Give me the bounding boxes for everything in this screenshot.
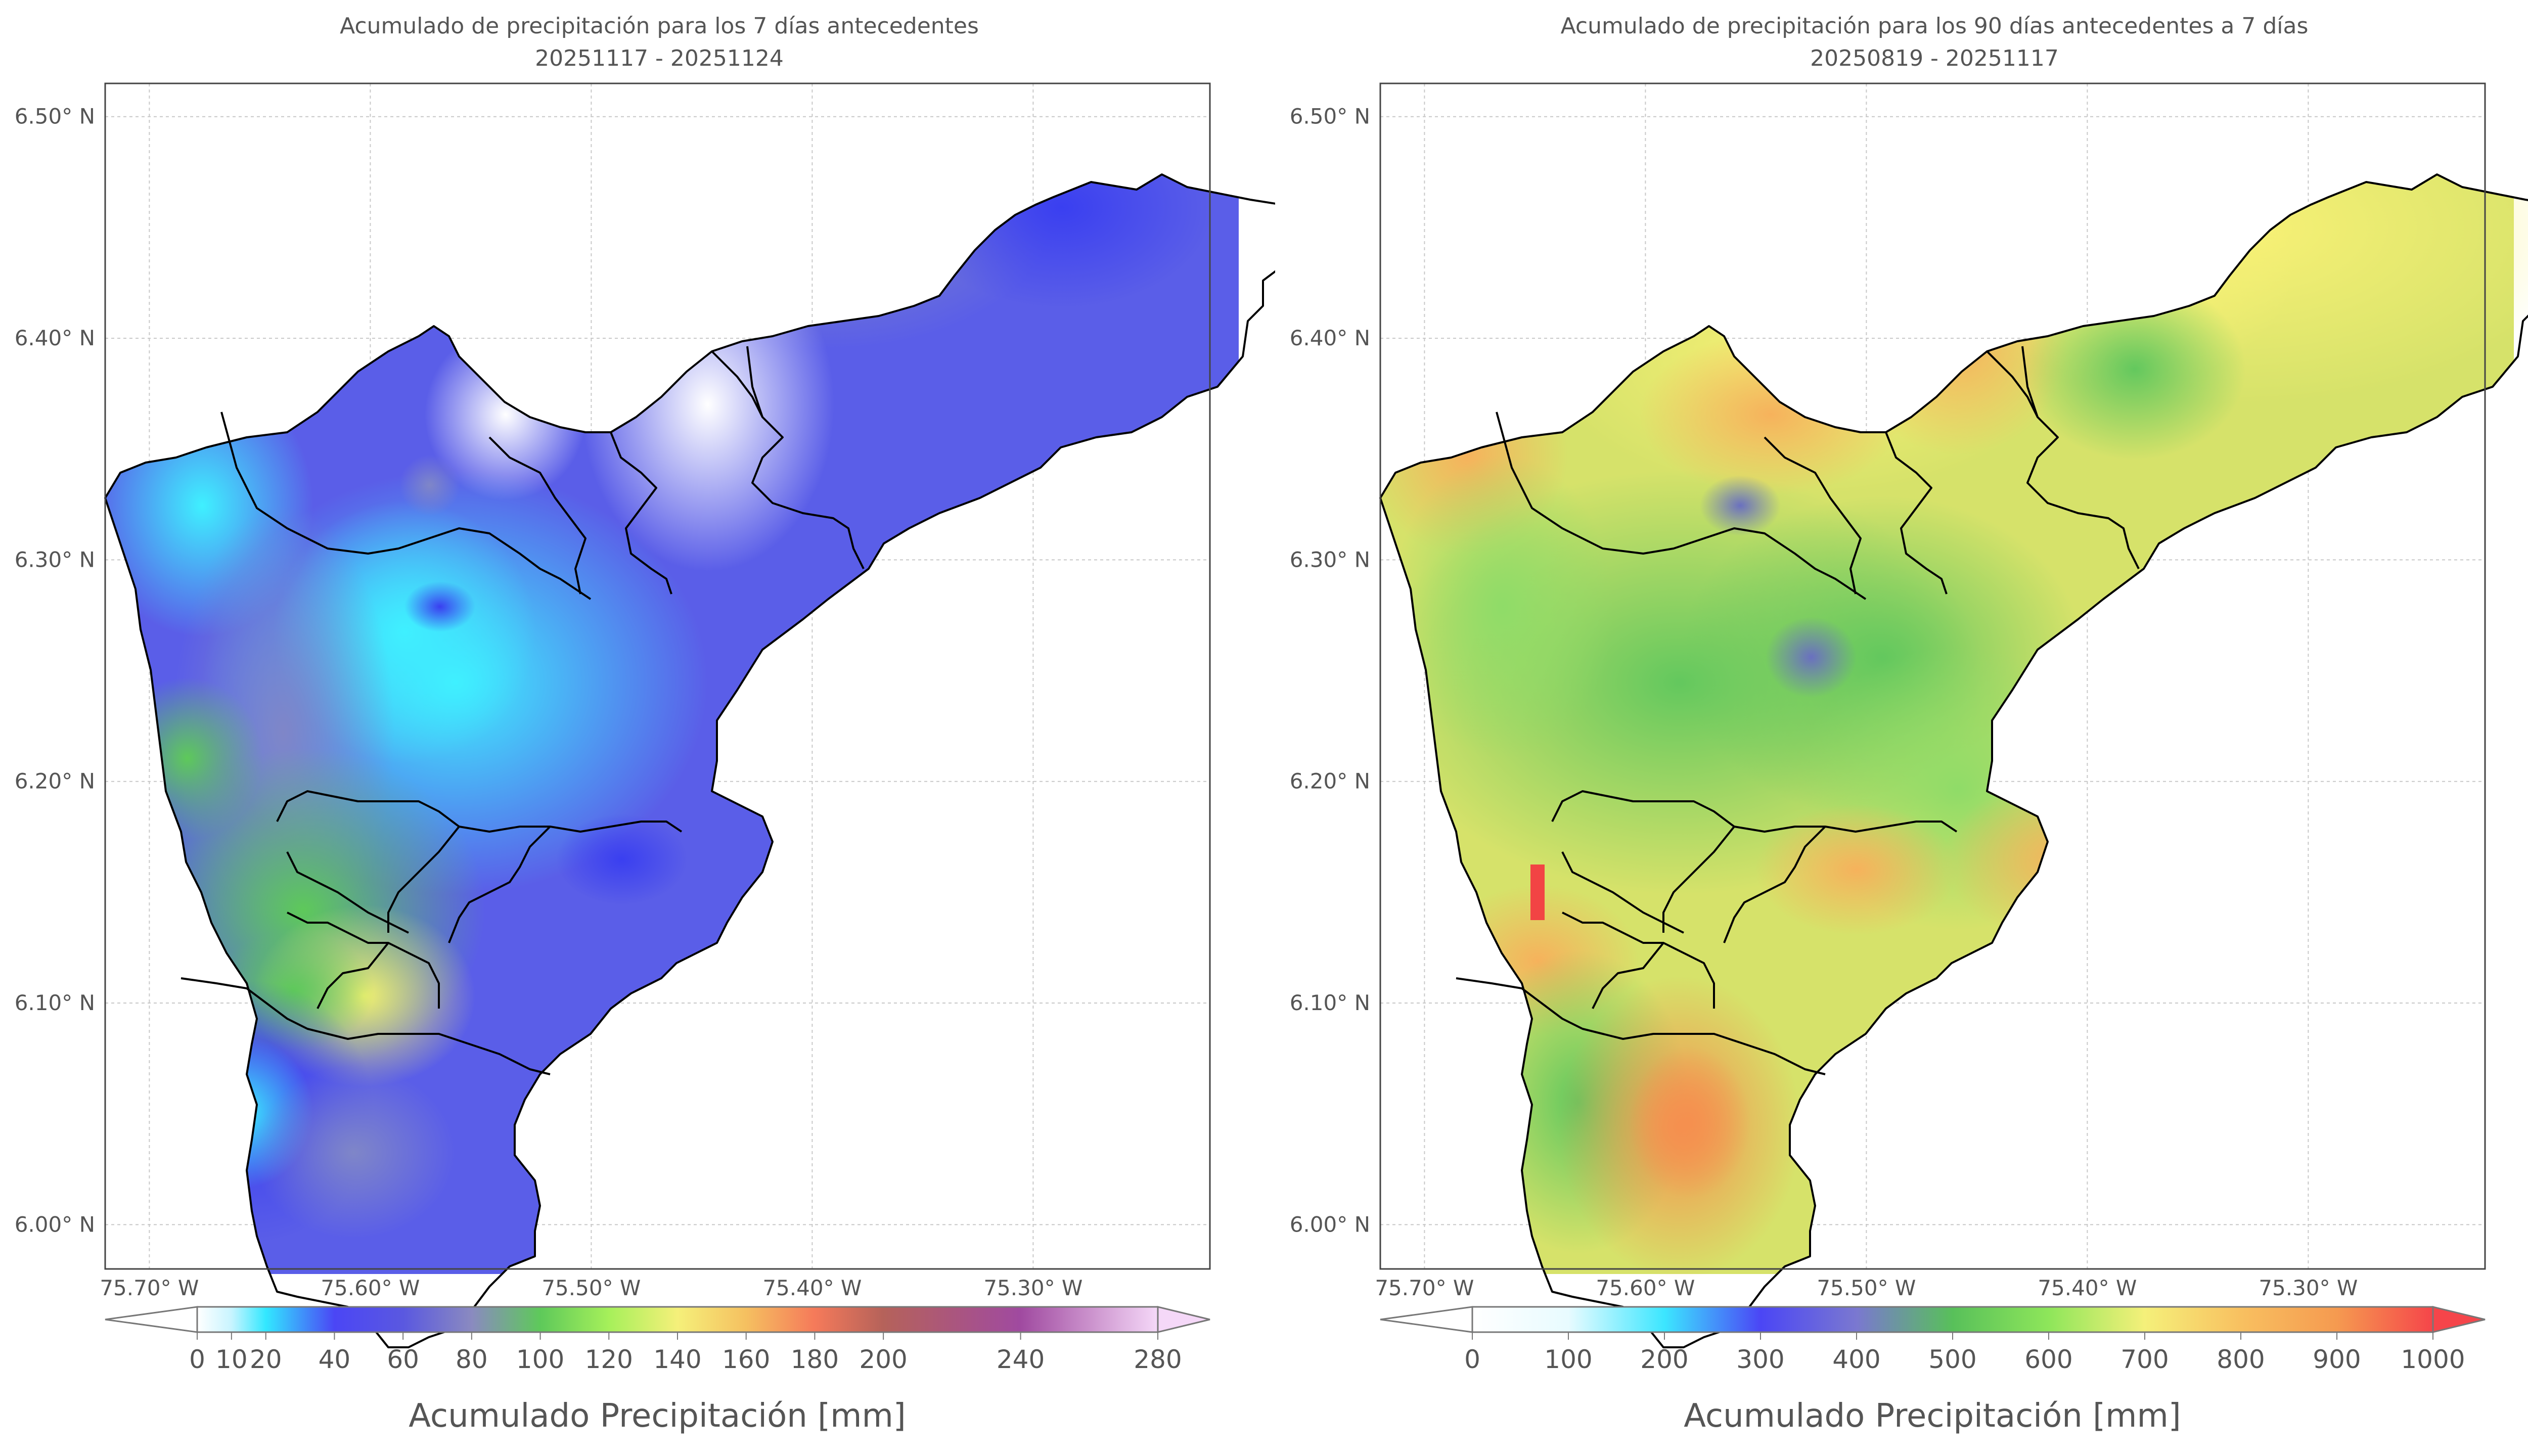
colorbar-tick-label: 0: [189, 1345, 205, 1374]
colorbar-tick-label: 500: [1928, 1345, 1976, 1374]
latitude-label: 6.40° N: [15, 326, 95, 350]
colorbar-ticks: 0 100 200 300 400 500 600 700 800 900 1000: [1464, 1332, 2465, 1374]
basin-divide: [1885, 432, 1948, 595]
precipitation-field: [105, 174, 1239, 1274]
colorbar-tick-label: 120: [585, 1345, 633, 1374]
precipitation-field: [1380, 174, 2528, 1279]
colorbar-label: Acumulado Precipitación [mm]: [409, 1397, 906, 1435]
basin-divide: [1456, 977, 1826, 1075]
basin-divide: [1662, 826, 1735, 933]
latitude-label: 6.30° N: [15, 547, 95, 572]
colorbar-ticks: 0 10 20 40 60 80 100 120 140 160 180 200 240 280: [189, 1332, 1182, 1374]
map-date-range: 20251117 - 20251124: [535, 46, 784, 71]
colorbar-tick-label: 160: [722, 1345, 770, 1374]
latitude-labels: 6.50° N 6.40° N 6.30° N 6.20° N 6.10° N 6.00°…: [15, 104, 95, 1237]
colorbar: 0 10 20 40 60 80 100 120 140 160 180 200 240 280 Acum…: [105, 1306, 1210, 1435]
colorbar-over-triangle: [2432, 1306, 2486, 1333]
colorbar-tick-label: 0: [1464, 1345, 1480, 1374]
longitude-label: 75.30° W: [983, 1276, 1082, 1300]
latitude-label: 6.50° N: [15, 104, 95, 129]
latitude-label: 6.40° N: [1290, 326, 1370, 350]
basin-divide: [1723, 826, 1826, 943]
colorbar-gradient: [1471, 1306, 2434, 1333]
basin-divide: [1986, 350, 2039, 418]
basin-divide: [1561, 851, 1684, 934]
map-figure: Acumulado de precipitación para los 7 dí…: [15, 13, 1312, 1435]
colorbar-tick-label: 1000: [2401, 1345, 2465, 1374]
basin-divide: [387, 826, 460, 933]
basin-divide: [287, 912, 440, 1009]
colorbar-tick-label: 600: [2024, 1345, 2072, 1374]
colorbar-tick-label: 280: [1134, 1345, 1182, 1374]
map-area: 6.50° N 6.40° N 6.30° N 6.20° N 6.10° N 6.00°…: [1290, 82, 2528, 1348]
basin-divide: [1562, 912, 1715, 1009]
latitude-label: 6.30° N: [1290, 547, 1370, 572]
longitude-label: 75.70° W: [1375, 1276, 1474, 1300]
map-date-range: 20250819 - 20251117: [1810, 46, 2059, 71]
colorbar-tick-label: 40: [319, 1345, 351, 1374]
colorbar: 0 100 200 300 400 500 600 700 800 900 1000 Acumula…: [1380, 1306, 2486, 1435]
colorbar-tick-label: 60: [387, 1345, 419, 1374]
colorbar-under-triangle: [1380, 1306, 1473, 1333]
latitude-label: 6.20° N: [15, 769, 95, 794]
colorbar-tick-label: 100: [1544, 1345, 1592, 1374]
basin-divide: [448, 826, 551, 943]
colorbar-tick-label: 200: [859, 1345, 907, 1374]
map-area: 6.50° N 6.40° N 6.30° N 6.20° N 6.10° N 6.00°…: [15, 82, 1312, 1348]
basin-divide: [220, 412, 592, 600]
basin-divide: [488, 436, 586, 595]
colorbar-tick-label: 80: [456, 1345, 488, 1374]
map-figure: Acumulado de precipitación para los 90 d…: [1290, 13, 2528, 1435]
longitude-label: 75.50° W: [541, 1276, 641, 1300]
map-frame: [104, 82, 1211, 1270]
longitude-label: 75.50° W: [1817, 1276, 1916, 1300]
colorbar-tick-label: 200: [1640, 1345, 1688, 1374]
colorbar-tick-label: 100: [516, 1345, 564, 1374]
longitude-labels: 75.70° W 75.60° W 75.50° W 75.40° W 75.30° W: [100, 1276, 1082, 1300]
basin-divide: [1592, 942, 1664, 1009]
basin-divide: [1496, 412, 1867, 600]
latitude-label: 6.00° N: [1290, 1212, 1370, 1237]
longitude-label: 75.40° W: [2038, 1276, 2137, 1300]
colorbar-tick-label: 20: [250, 1345, 282, 1374]
colorbar-tick-label: 700: [2120, 1345, 2169, 1374]
colorbar-gradient: [196, 1306, 1159, 1333]
map-frame: [1379, 82, 2486, 1270]
basin-divide: [610, 432, 672, 595]
colorbar-tick-label: 180: [791, 1345, 839, 1374]
basin-divide: [711, 350, 763, 418]
longitude-label: 75.60° W: [1596, 1276, 1695, 1300]
longitude-labels: 75.70° W 75.60° W 75.50° W 75.40° W 75.30° W: [1375, 1276, 2358, 1300]
longitude-label: 75.40° W: [762, 1276, 862, 1300]
colorbar-tick-label: 400: [1832, 1345, 1880, 1374]
latitude-label: 6.00° N: [15, 1212, 95, 1237]
colorbar-tick-label: 10: [215, 1345, 248, 1374]
basin-divide: [286, 851, 409, 934]
basin-divide: [317, 942, 389, 1009]
map-title: Acumulado de precipitación para los 90 d…: [1561, 13, 2309, 39]
colorbar-over-triangle: [1157, 1306, 1210, 1333]
latitude-label: 6.10° N: [1290, 990, 1370, 1015]
map-title: Acumulado de precipitación para los 7 dí…: [340, 13, 979, 39]
latitude-label: 6.50° N: [1290, 104, 1370, 129]
latitude-labels: 6.50° N 6.40° N 6.30° N 6.20° N 6.10° N 6.00°…: [1290, 104, 1370, 1237]
colorbar-tick-label: 240: [997, 1345, 1045, 1374]
longitude-label: 75.30° W: [2259, 1276, 2358, 1300]
right-map-panel: Acumulado de precipitación para los 90 d…: [1275, 0, 2528, 1454]
latitude-label: 6.10° N: [15, 990, 95, 1015]
colorbar-under-triangle: [105, 1306, 198, 1333]
left-map-panel: Acumulado de precipitación para los 7 dí…: [15, 13, 1312, 1435]
colorbar-tick-label: 140: [653, 1345, 701, 1374]
basin-divide: [1764, 436, 1862, 595]
colorbar-tick-label: 300: [1736, 1345, 1784, 1374]
latitude-label: 6.20° N: [1290, 769, 1370, 794]
longitude-label: 75.60° W: [321, 1276, 420, 1300]
basin-divide: [180, 977, 551, 1075]
longitude-label: 75.70° W: [100, 1276, 199, 1300]
colorbar-label: Acumulado Precipitación [mm]: [1684, 1397, 2181, 1435]
colorbar-tick-label: 800: [2217, 1345, 2265, 1374]
colorbar-tick-label: 900: [2313, 1345, 2361, 1374]
